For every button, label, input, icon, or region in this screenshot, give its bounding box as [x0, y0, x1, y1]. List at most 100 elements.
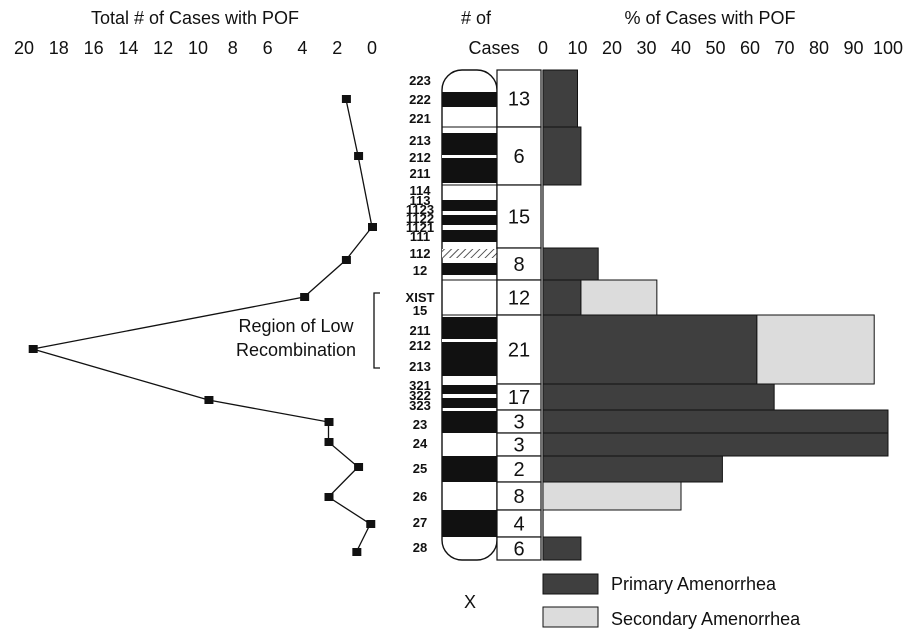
bar-secondary — [542, 481, 682, 511]
band-label: 1121 — [406, 220, 434, 235]
cases-count: 17 — [508, 387, 530, 409]
pof-count-point — [324, 493, 334, 501]
pof-count-point — [324, 418, 334, 426]
right-tick-label: 90 — [843, 38, 863, 58]
left-line-plot — [28, 95, 377, 556]
band-labels: 2232222212132122111141131123112211211111… — [406, 73, 435, 555]
band-label: 221 — [409, 111, 431, 126]
cases-header-line2: Cases — [468, 38, 519, 58]
left-tick-label: 2 — [332, 38, 342, 58]
right-tick-label: 20 — [602, 38, 622, 58]
band-label: 12 — [413, 263, 427, 278]
left-tick-label: 18 — [49, 38, 69, 58]
bar-secondary — [580, 279, 658, 316]
legend-swatch-primary — [542, 573, 599, 595]
bar-primary — [542, 455, 723, 483]
bar-primary — [542, 432, 889, 457]
cases-count: 8 — [513, 254, 524, 276]
right-tick-label: 60 — [740, 38, 760, 58]
cases-cell — [496, 69, 542, 128]
band-label: 213 — [409, 359, 431, 374]
band-label: 112 — [410, 246, 431, 261]
bar-primary — [542, 314, 758, 385]
left-tick-label: 16 — [84, 38, 104, 58]
region-label-line1: Region of Low — [238, 316, 354, 336]
band-label: XIST — [406, 290, 435, 305]
right-tick-label: 40 — [671, 38, 691, 58]
x-chromosome-ideogram — [441, 69, 498, 561]
band-label: 1122 — [406, 211, 434, 226]
right-tick-label: 70 — [774, 38, 794, 58]
pof-count-point — [300, 293, 310, 301]
right-tick-label: 80 — [809, 38, 829, 58]
band-1121 — [442, 230, 497, 242]
band-label: 321 — [409, 378, 431, 393]
region-label-line2: Recombination — [236, 340, 356, 360]
bar-primary — [542, 536, 582, 561]
band-25 — [442, 456, 497, 482]
pof-count-point — [324, 438, 334, 446]
legend-label-primary: Primary Amenorrhea — [611, 574, 777, 594]
left-tick-label: 8 — [228, 38, 238, 58]
right-tick-label: 50 — [705, 38, 725, 58]
legend: Primary Amenorrhea Secondary Amenorrhea — [542, 573, 801, 629]
left-tick-label: 4 — [297, 38, 307, 58]
band-label: 111 — [410, 229, 430, 244]
left-tick-label: 20 — [14, 38, 34, 58]
cases-count: 6 — [513, 539, 524, 561]
pof-count-point — [354, 152, 364, 160]
bar-primary — [542, 383, 775, 411]
left-tick-label: 12 — [153, 38, 173, 58]
band-212-gap — [442, 155, 497, 158]
cases-count: 2 — [513, 459, 524, 481]
pof-count-point — [28, 345, 38, 353]
cases-header-line1: # of — [461, 8, 492, 28]
cases-cell — [496, 536, 542, 561]
cases-count: 13 — [508, 89, 530, 111]
pof-count-point — [341, 95, 351, 103]
band-label: 211 — [410, 323, 431, 338]
right-tick-label: 100 — [873, 38, 903, 58]
pof-count-point — [204, 396, 214, 404]
band-label: 23 — [413, 417, 427, 432]
band-label: 222 — [409, 92, 431, 107]
band-label: 25 — [413, 461, 427, 476]
band-212-gap2 — [442, 339, 497, 342]
band-label: 213 — [409, 133, 431, 148]
pof-count-point — [352, 548, 362, 556]
band-label: 212 — [409, 150, 431, 165]
cases-count: 3 — [513, 412, 524, 434]
left-tick-label: 10 — [188, 38, 208, 58]
cases-cell — [496, 509, 542, 538]
band-222 — [442, 92, 497, 107]
left-panel-title: Total # of Cases with POF — [91, 8, 299, 28]
cases-cell — [496, 184, 542, 249]
cases-cell — [496, 481, 542, 511]
bar-primary — [542, 69, 578, 128]
band-label: 323 — [409, 398, 431, 413]
right-tick-label: 0 — [538, 38, 548, 58]
band-label: 26 — [413, 489, 427, 504]
band-label: 114 — [410, 183, 432, 198]
band-label: 27 — [413, 515, 427, 530]
cases-cell — [496, 314, 542, 385]
band-323 — [442, 398, 497, 408]
centromere — [442, 249, 497, 258]
bar-primary — [542, 126, 582, 186]
right-axis-ticks: 0 10 20 30 40 50 60 70 80 90 100 — [538, 38, 903, 58]
band-label: 1123 — [406, 202, 434, 217]
cases-cell — [496, 455, 542, 483]
band-label: 211 — [410, 166, 431, 181]
left-tick-label: 6 — [263, 38, 273, 58]
cases-count: 15 — [508, 207, 530, 229]
band-12 — [442, 263, 497, 275]
right-panel-title: % of Cases with POF — [624, 8, 795, 28]
cases-count: 6 — [513, 146, 524, 168]
cases-cell — [496, 383, 542, 411]
band-23 — [442, 411, 497, 433]
cases-count: 4 — [513, 514, 524, 536]
cases-count: 3 — [513, 435, 524, 457]
left-axis-ticks: 20 18 16 14 12 10 8 6 4 2 0 — [14, 38, 377, 58]
